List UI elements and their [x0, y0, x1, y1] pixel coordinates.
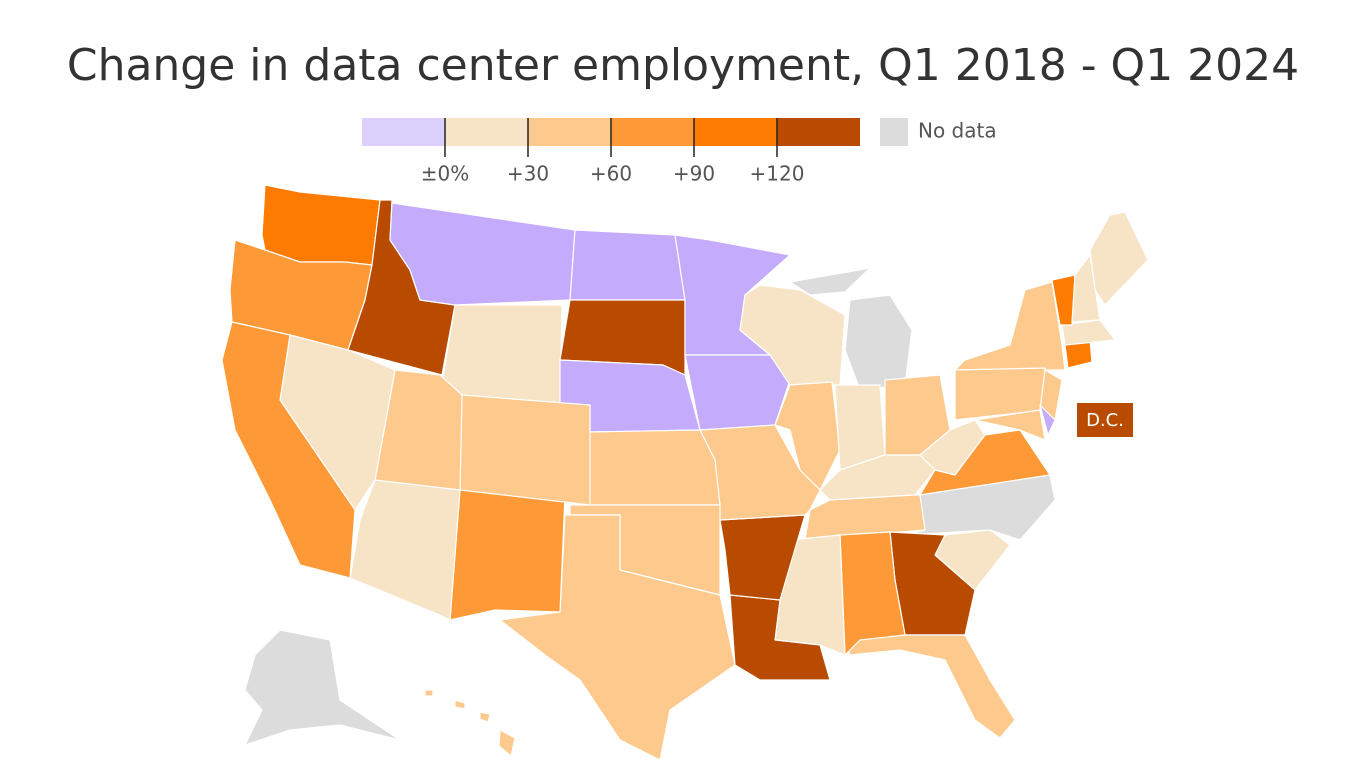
- dc-callout-box: [1077, 403, 1133, 437]
- state: [244, 629, 401, 746]
- legend-swatch: [362, 118, 445, 146]
- state: [261, 184, 381, 266]
- legend-tick-label: +30: [507, 162, 549, 186]
- state: [459, 394, 591, 506]
- state: [1061, 319, 1116, 346]
- state: [1071, 254, 1101, 323]
- state: [349, 479, 461, 621]
- state: [449, 489, 566, 621]
- no-data-label: No data: [918, 119, 997, 143]
- no-data-swatch: [880, 118, 908, 146]
- legend-swatch: [445, 118, 528, 146]
- state: [424, 689, 516, 757]
- states: [221, 184, 1149, 761]
- legend-swatch: [611, 118, 694, 146]
- state: [974, 409, 1046, 441]
- state: [1089, 211, 1149, 306]
- dc-callout: D.C.: [1086, 410, 1124, 431]
- state: [389, 202, 576, 306]
- state: [954, 281, 1066, 371]
- legend-swatch: [694, 118, 777, 146]
- state: [819, 454, 936, 501]
- legend-tick-label: ±0%: [421, 162, 470, 186]
- state: [904, 474, 1056, 541]
- state: [1039, 404, 1056, 436]
- state: [439, 304, 563, 406]
- legend-swatch: [777, 118, 860, 146]
- state: [1051, 274, 1076, 326]
- legend-tick-label: +90: [673, 162, 715, 186]
- legend-swatch: [528, 118, 611, 146]
- state: [499, 514, 736, 761]
- state: [684, 354, 791, 431]
- state: [729, 594, 831, 681]
- state: [569, 229, 686, 301]
- state: [844, 634, 1016, 739]
- legend: ±0% +30 +60 +90 +120: [362, 118, 860, 186]
- state: [221, 321, 356, 579]
- state: [584, 429, 721, 506]
- legend-tick-label: +120: [750, 162, 805, 186]
- title: Change in data center employment, Q1 201…: [67, 40, 1299, 91]
- legend-tick-label: +60: [590, 162, 632, 186]
